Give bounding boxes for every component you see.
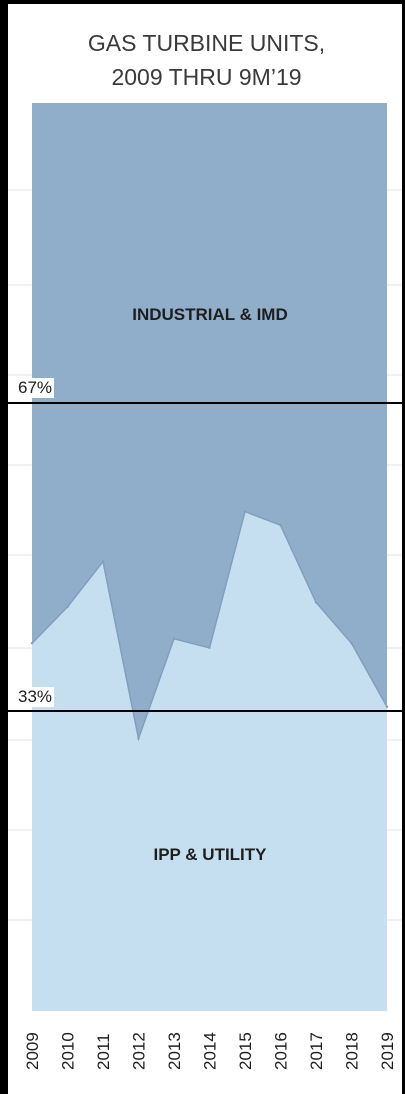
data-point-2011 [101,560,105,563]
x-tick-label-2014: 2014 [201,1032,220,1070]
x-tick-label-2010: 2010 [59,1032,78,1070]
data-point-2010 [66,605,69,609]
area-ipp-utility [32,511,387,1011]
x-tick-label-2018: 2018 [343,1032,362,1070]
data-point-2012 [137,737,140,740]
x-tick-label-2013: 2013 [165,1032,184,1070]
area-industrial-imd [32,103,387,739]
x-tick-label-2015: 2015 [236,1032,255,1070]
reference-label-67: 67% [16,378,55,398]
x-tick-label-2011: 2011 [94,1033,113,1070]
data-point-2013 [172,637,176,640]
data-point-2018 [350,642,353,645]
x-tick-label-2012: 2012 [130,1032,149,1070]
x-tick-label-2017: 2017 [307,1032,326,1070]
chart-title-line-2: 2009 THRU 9M’19 [111,64,302,90]
data-point-2016 [279,524,282,527]
data-point-2009 [30,642,34,645]
chart-title: GAS TURBINE UNITS, 2009 THRU 9M’19 [8,26,405,94]
x-tick-label-2009: 2009 [23,1032,42,1070]
x-tick-label-2019: 2019 [378,1032,397,1070]
data-point-2014 [208,646,211,649]
data-point-2015 [243,510,247,513]
chart-title-line-1: GAS TURBINE UNITS, [87,30,326,56]
frame-border-right [402,0,405,1094]
x-tick-label-2016: 2016 [272,1032,291,1070]
data-point-2017 [314,601,318,604]
frame-border-left [0,0,8,1094]
frame-border-top [0,0,405,4]
series-label-industrial-imd: INDUSTRIAL & IMD [132,305,288,324]
data-point-2019 [385,705,389,709]
series-label-ipp-utility: IPP & UTILITY [153,845,267,864]
reference-label-33: 33% [16,687,55,707]
